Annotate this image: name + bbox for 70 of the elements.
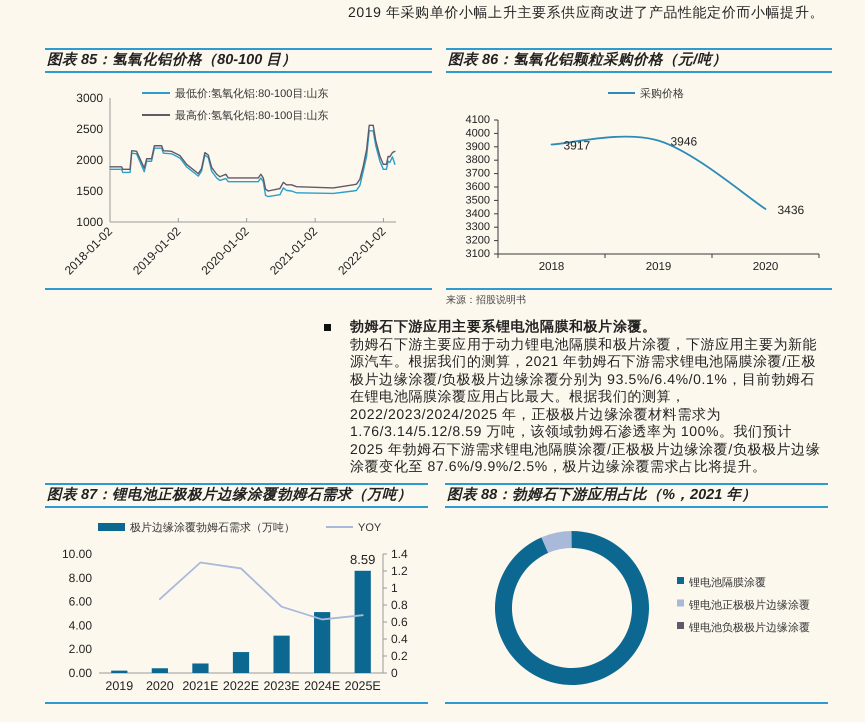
text: 2019 年采购单价小幅上升主要系供应商改进了产品性能定价而小幅提升。: [348, 4, 826, 22]
y-tick-label: 3500: [466, 194, 490, 206]
x-tick-label: 2025E: [344, 679, 381, 693]
y-tick-label: 4000: [466, 127, 490, 140]
y-tick-label: 3800: [466, 154, 490, 166]
y2-tick-label: 0: [391, 666, 398, 680]
y-tick-label: 1500: [76, 184, 104, 198]
y2-tick-label: 1: [391, 581, 398, 595]
legend-label: 锂电池隔膜涂覆: [688, 576, 766, 589]
y-tick-label: 10.00: [62, 547, 92, 561]
y2-tick-label: 1.2: [391, 564, 408, 578]
bar: [192, 663, 209, 673]
x-tick-label: 2024E: [304, 679, 340, 693]
chart-title: 图表 87：锂电池正极极片边缘涂覆勃姆石需求（万吨）: [45, 483, 428, 508]
text: 勃姆石下游应用主要系锂电池隔膜和极片涂覆。: [350, 318, 658, 336]
x-tick-label: 2019: [646, 261, 672, 273]
y-tick-label: 2000: [76, 153, 104, 167]
y-tick-label: 8.00: [68, 570, 92, 585]
chart-title: 图表 88：勃姆石下游应用占比（%，2021 年）: [445, 483, 828, 508]
data-label: 3436: [778, 202, 805, 217]
y-tick-label: 3100: [466, 248, 490, 260]
data-label: 8.59: [350, 552, 376, 567]
y-tick-label: 3600: [466, 181, 490, 193]
text: 勃姆石下游主要应用于动力锂电池隔膜和极片涂覆，下游应用主要为新能源汽车。根据我们的测算，2021 年勃姆石下游需求锂电池隔膜涂覆/正极极片边缘涂覆/负极极片边缘涂覆分别为 93.5%/6.4%/0.1%，目前勃姆石在锂电池隔膜涂覆应用占比最大。根据我们的测算，2022/2023/2024/2025 年，正极极片边缘涂覆材料需求为 1.76/3.14/5.12/8.59 万吨，该领域勃姆石渗透率为 100%。我们预计 2025 年勃姆石下游需求锂电池隔膜涂覆/正极极片边缘涂覆/负极极片边缘涂覆变化至 87.6%/9.9%/2.5%，极片边缘涂覆需求占比将提升。: [350, 336, 822, 476]
legend-label: 采购价格: [640, 87, 684, 100]
legend-label: 最高价:氢氧化铝:80-100目:山东: [175, 109, 328, 122]
data-label: 3917: [564, 138, 591, 153]
legend-label: 极片边缘涂覆勃姆石需求（万吨）: [129, 521, 295, 534]
x-tick-label: 2018: [538, 261, 564, 273]
x-tick-label: 2022E: [222, 679, 260, 693]
y-tick-label: 3400: [466, 208, 490, 220]
y-tick-label: 3700: [466, 168, 490, 180]
data-label: 3946: [670, 134, 698, 149]
y-tick-label: 3200: [466, 234, 490, 247]
y2-tick-label: 1.4: [391, 547, 408, 561]
y2-tick-label: 0.4: [391, 632, 408, 646]
y-tick-label: 0.00: [68, 666, 92, 680]
bar: [232, 652, 250, 673]
x-tick-label: 2020: [146, 679, 174, 693]
y-tick-label: 2.00: [68, 642, 92, 656]
y-tick-label: 4.00: [68, 618, 92, 632]
x-tick-label: 2023E: [263, 679, 300, 693]
legend-label: 锂电池负极极片边缘涂覆: [688, 621, 810, 634]
y-tick-label: 3300: [466, 221, 490, 234]
x-tick-label: 2019: [105, 679, 134, 693]
x-tick-label: 2020: [752, 261, 778, 273]
y-tick-label: 1000: [76, 215, 104, 229]
y-tick-label: 3000: [76, 91, 104, 105]
y2-tick-label: 0.2: [391, 649, 408, 663]
y2-tick-label: 0.6: [391, 615, 408, 629]
y-tick-label: 6.00: [68, 594, 92, 609]
y2-tick-label: 0.8: [391, 598, 408, 612]
bar: [314, 612, 330, 673]
y-tick-label: 2500: [76, 122, 104, 136]
legend-label: YOY: [358, 522, 382, 534]
x-tick-label: 2021E: [182, 679, 219, 693]
bar: [273, 636, 290, 673]
legend-label: 最低价:氢氧化铝:80-100目:山东: [175, 87, 328, 100]
y-tick-label: 3900: [466, 140, 490, 153]
source-note: 来源：招股说明书: [446, 294, 527, 307]
donut-slice: [541, 531, 572, 553]
chart-title: 图表 85：氢氧化铝价格（80-100 目）: [45, 48, 432, 73]
bar: [152, 668, 168, 673]
line-series: [109, 124, 396, 192]
legend-label: 锂电池正极极片边缘涂覆: [688, 598, 810, 612]
bar: [354, 570, 371, 673]
chart-title: 图表 86：氢氧化铝颗粒采购价格（元/吨）: [446, 48, 832, 73]
donut-slice: [495, 531, 649, 685]
y-tick-label: 4100: [466, 114, 490, 126]
line-series: [109, 130, 396, 198]
